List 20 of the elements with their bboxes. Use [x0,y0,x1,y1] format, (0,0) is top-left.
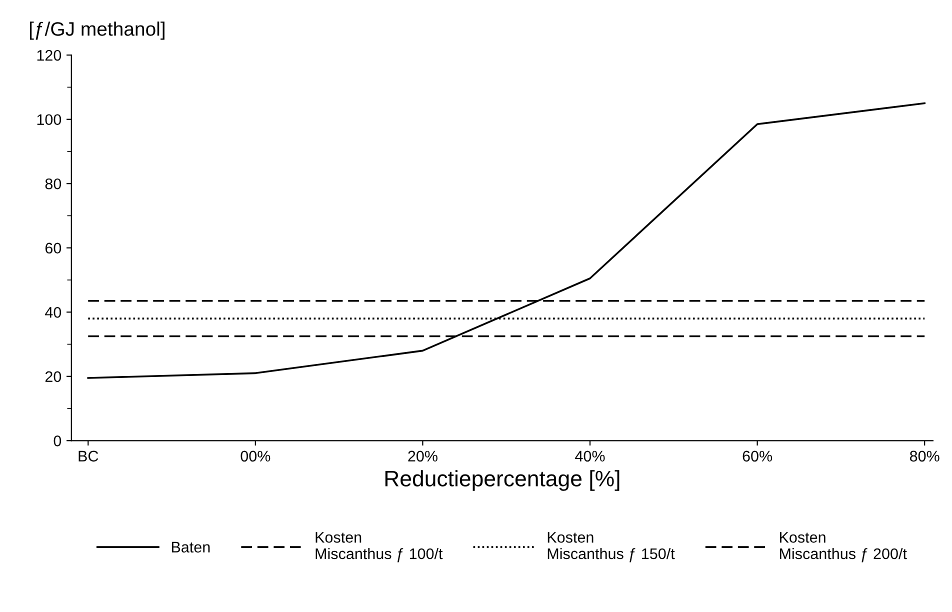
y-tick-label: 100 [37,114,62,126]
y-tick-label: 40 [45,306,62,318]
x-tick-label: 80% [910,450,940,462]
y-tick-label: 120 [37,50,62,61]
legend-label: Baten [172,542,210,553]
y-tick-label: 20 [45,371,62,382]
y-tick-label: 0 [54,436,62,446]
legend-label: Kosten Miscanthus ƒ 100/t [316,532,443,562]
y-axis-title: [ƒ/GJ methanol] [30,22,164,40]
x-tick-label: BC [78,450,98,462]
x-tick-label: 00% [240,450,270,462]
y-tick-label: 80 [45,178,62,190]
x-axis-title: Reductiepercentage [%] [385,470,620,491]
x-tick-label: 20% [408,450,438,462]
x-tick-label: 40% [575,450,605,462]
line-series [87,102,926,379]
legend-label: Kosten Miscanthus ƒ 150/t [548,532,675,562]
x-tick-label: 60% [742,450,772,462]
y-tick-label: 60 [45,242,62,254]
legend-label: Kosten Miscanthus ƒ 200/t [780,532,907,562]
